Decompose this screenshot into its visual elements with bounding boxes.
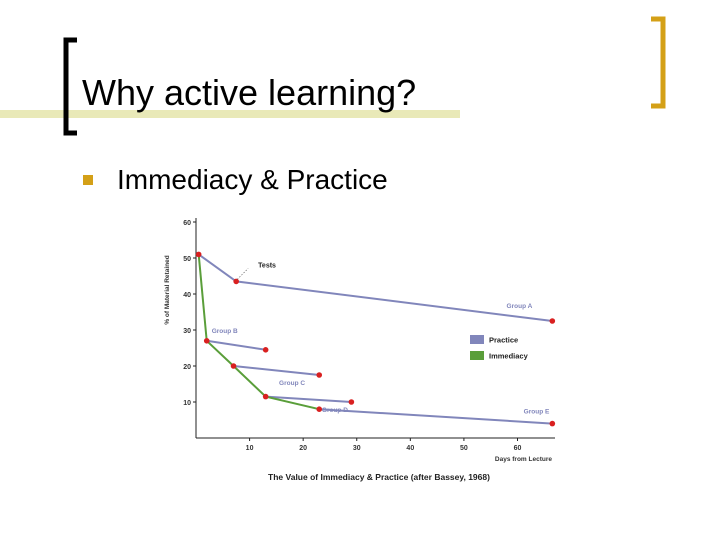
x-tick-label: 60	[514, 445, 522, 452]
x-tick-label: 10	[246, 445, 254, 452]
annotation-leader	[236, 268, 249, 280]
legend-label: Immediacy	[489, 352, 529, 361]
x-axis-label: Days from Lecture	[495, 456, 552, 463]
y-tick-label: 60	[183, 220, 191, 227]
y-axis-label: % of Material Retained	[164, 255, 171, 324]
retention-chart: 10 20 30 40 50 60 10 20 30 40 50 60 % of Material R…	[164, 218, 556, 482]
series-label: Group B	[212, 328, 238, 335]
legend-swatch	[470, 351, 484, 360]
x-tick-label: 30	[353, 445, 361, 452]
data-point	[316, 372, 323, 378]
series-label: Group C	[279, 380, 305, 387]
data-point	[316, 406, 323, 412]
x-tick-label: 40	[406, 445, 414, 452]
y-tick-label: 20	[183, 364, 191, 371]
chart-title: The Value of Immediacy & Practice (after…	[268, 472, 490, 482]
annotation-text: Tests	[258, 262, 276, 269]
practice-line	[198, 253, 553, 322]
data-point	[262, 347, 269, 353]
data-point	[195, 251, 202, 258]
data-point	[203, 338, 210, 344]
y-tick-label: 50	[183, 256, 191, 263]
practice-line	[206, 339, 266, 351]
series-label: Group D	[322, 407, 348, 414]
page-title: Why active learning?	[82, 72, 417, 113]
left-bracket	[63, 37, 77, 136]
y-tick-label: 40	[183, 292, 191, 299]
chart-labels: % of Material Retained Days from Lecture T…	[164, 255, 552, 482]
legend-label: Practice	[489, 336, 518, 345]
practice-line	[233, 365, 320, 376]
bullet-text: Immediacy & Practice	[117, 164, 388, 195]
data-point	[262, 393, 269, 400]
chart-series	[195, 251, 556, 427]
data-point	[230, 363, 237, 369]
data-point	[549, 420, 556, 427]
chart-axes: 10 20 30 40 50 60 10 20 30 40 50 60	[183, 218, 555, 452]
title-band	[0, 110, 460, 118]
data-point	[549, 318, 556, 324]
series-label: Group A	[507, 303, 533, 310]
data-point	[233, 278, 239, 285]
practice-line	[319, 408, 553, 425]
y-tick-label: 30	[183, 328, 191, 335]
bullet-square-icon	[83, 175, 93, 185]
y-tick-label: 10	[183, 400, 191, 407]
practice-line	[265, 395, 352, 403]
right-bracket	[651, 16, 666, 109]
legend-swatch	[470, 335, 484, 344]
data-point	[348, 399, 355, 405]
x-tick-label: 20	[299, 445, 307, 452]
series-label: Group E	[524, 409, 550, 416]
x-tick-label: 50	[460, 445, 468, 452]
